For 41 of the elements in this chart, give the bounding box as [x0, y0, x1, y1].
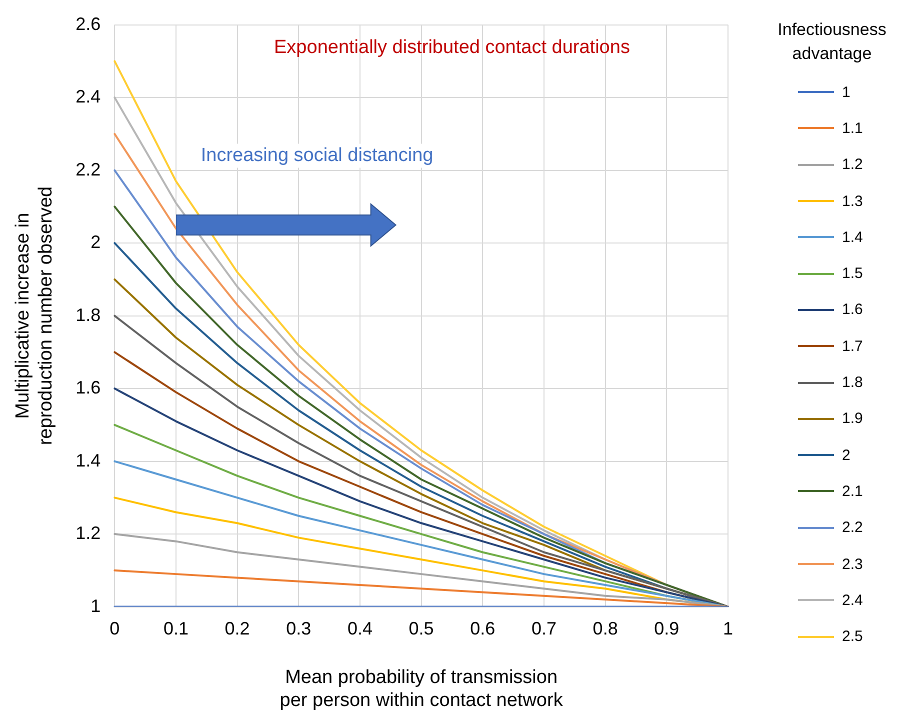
y-tick-label: 1.8	[76, 304, 101, 325]
y-tick-label: 2.6	[76, 14, 101, 34]
legend-label: 2.5	[842, 628, 863, 646]
x-tick-label: 0.3	[286, 618, 312, 639]
x-axis-title: Mean probability of transmission per person within contact network	[280, 667, 564, 711]
y-tick-label: 2.2	[76, 159, 101, 180]
x-tick-label: 0.2	[224, 618, 250, 639]
x-tick-label: 0.7	[531, 618, 556, 639]
x-tick-label: 1	[722, 618, 733, 639]
legend-label: 1.5	[842, 265, 863, 282]
annotation: Increasing social distancing	[200, 144, 434, 166]
legend-label: 1.1	[842, 120, 863, 137]
text: Exponentially distributed contact durations	[274, 37, 630, 58]
legend-label: 1.2	[842, 156, 863, 174]
y-tick-label: 1	[90, 596, 101, 616]
y-tick-label: 1.6	[76, 378, 101, 398]
legend-label: 1.4	[842, 228, 863, 246]
legend-label: 1	[842, 84, 850, 101]
x-tick-label: 0.8	[592, 618, 618, 639]
x-tick-label: 0.6	[470, 618, 496, 639]
y-tick-label: 1.2	[76, 523, 101, 544]
x-tick-label: 0.9	[654, 618, 680, 639]
legend-label: 1.8	[842, 374, 863, 392]
legend-label: 2.4	[842, 592, 863, 609]
legend-label: 2	[842, 446, 850, 464]
x-tick-label: 0	[110, 618, 120, 639]
y-tick-label: 2.4	[76, 86, 101, 107]
y-axis-title: Multiplicative increase in reproduction number observed	[12, 186, 56, 446]
legend-label: 1.3	[842, 192, 863, 210]
legend-label: 2.2	[842, 519, 863, 536]
legend-label: 2.3	[842, 556, 863, 572]
y-tick-label: 1.4	[76, 450, 101, 470]
legend-title: Infectiousness advantage	[776, 19, 888, 65]
y-tick-label: 2	[90, 232, 101, 252]
x-tick-label: 0.5	[408, 618, 434, 639]
legend-label: 1.7	[842, 338, 863, 355]
legend-label: 1.9	[842, 410, 863, 428]
legend-label: 1.6	[842, 301, 863, 318]
x-tick-label: 0.4	[347, 618, 372, 639]
x-tick-label: 0.1	[163, 618, 188, 639]
legend-label: 2.1	[842, 482, 863, 500]
